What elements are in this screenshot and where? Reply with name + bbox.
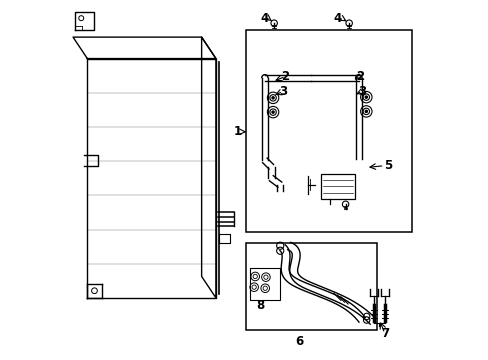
Text: 3: 3 [279, 85, 286, 98]
Text: 4: 4 [260, 12, 268, 25]
Bar [321, 174, 354, 199]
Text: 4: 4 [333, 12, 341, 25]
Text: 8: 8 [256, 299, 264, 312]
Text: 2: 2 [356, 70, 364, 83]
Bar [246, 243, 376, 330]
Text: 3: 3 [358, 85, 366, 98]
Bar [249, 267, 280, 300]
Text: 1: 1 [233, 125, 241, 138]
Circle shape [271, 111, 274, 113]
Circle shape [365, 96, 366, 98]
Bar [246, 30, 411, 232]
Text: 6: 6 [295, 335, 304, 348]
Text: 2: 2 [281, 70, 289, 83]
Circle shape [271, 97, 274, 99]
Circle shape [365, 111, 366, 112]
Text: 5: 5 [384, 159, 392, 172]
Text: 7: 7 [380, 327, 388, 340]
